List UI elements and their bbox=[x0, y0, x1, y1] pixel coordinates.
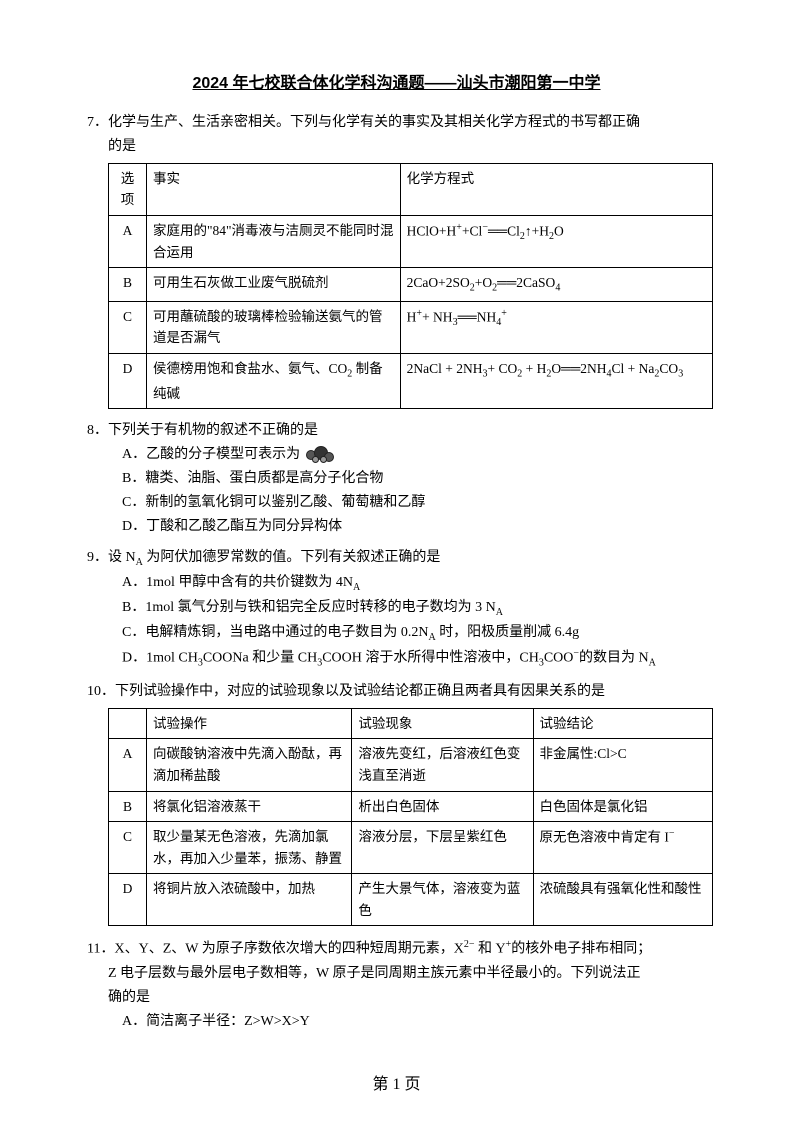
q9-stem: 9．设 NA 为阿伏加德罗常数的值。下列有关叙述正确的是 bbox=[87, 546, 713, 571]
q11-stem1: 11．X、Y、Z、W 为原子序数依次增大的四种短周期元素，X2− 和 Y+的核外… bbox=[87, 936, 713, 961]
table-row: B 可用生石灰做工业废气脱硫剂 2CaO+2SO2+O2══2CaSO4 bbox=[109, 268, 713, 302]
q11-stem3: 确的是 bbox=[80, 986, 713, 1010]
q9-opt-b: B．1mol 氯气分别与铁和铝完全反应时转移的电子数均为 3 NA bbox=[122, 596, 713, 621]
q7-h1: 事实 bbox=[147, 163, 401, 215]
q9-opt-c: C．电解精炼铜，当电路中通过的电子数目为 0.2NA 时，阳极质量削减 6.4g bbox=[122, 621, 713, 646]
q7-h2: 化学方程式 bbox=[400, 163, 712, 215]
table-row: C 取少量某无色溶液，先滴加氯水，再加入少量苯，振荡、静置 溶液分层，下层呈紫红… bbox=[109, 822, 713, 874]
q8-opt-c: C．新制的氢氧化铜可以鉴别乙酸、葡萄糖和乙醇 bbox=[122, 491, 713, 515]
table-row: C 可用蘸硫酸的玻璃棒检验输送氨气的管道是否漏气 H++ NH3══NH4+ bbox=[109, 301, 713, 353]
molecule-icon bbox=[300, 446, 340, 464]
question-8: 8．下列关于有机物的叙述不正确的是 A．乙酸的分子模型可表示为 B．糖类、油脂、… bbox=[80, 419, 713, 538]
q10-h1: 试验操作 bbox=[147, 708, 352, 739]
q9-opt-d: D．1mol CH3COONa 和少量 CH3COOH 溶于水所得中性溶液中，C… bbox=[122, 645, 713, 671]
q11-opt-a: A．简洁离子半径：Z>W>X>Y bbox=[122, 1010, 713, 1034]
page-title: 2024 年七校联合体化学科沟通题——汕头市潮阳第一中学 bbox=[80, 70, 713, 97]
q8-opt-a: A．乙酸的分子模型可表示为 bbox=[122, 443, 713, 467]
q10-h3: 试验结论 bbox=[533, 708, 712, 739]
question-11: 11．X、Y、Z、W 为原子序数依次增大的四种短周期元素，X2− 和 Y+的核外… bbox=[80, 936, 713, 1033]
q11-stem2: Z 电子层数与最外层电子数相等，W 原子是同周期主族元素中半径最小的。下列说法正 bbox=[80, 962, 713, 986]
table-row: A 向碳酸钠溶液中先滴入酚酞，再滴加稀盐酸 溶液先变红，后溶液红色变浅直至消逝 … bbox=[109, 739, 713, 791]
question-7: 7．化学与生产、生活亲密相关。下列与化学有关的事实及其相关化学方程式的书写都正确… bbox=[80, 111, 713, 409]
q10-stem: 10．下列试验操作中，对应的试验现象以及试验结论都正确且两者具有因果关系的是 bbox=[87, 680, 713, 704]
q7-stem2: 的是 bbox=[80, 135, 713, 159]
q8-opt-d: D．丁酸和乙酸乙酯互为同分异构体 bbox=[122, 515, 713, 539]
q7-h0: 选项 bbox=[109, 163, 147, 215]
q10-h2: 试验现象 bbox=[352, 708, 533, 739]
table-row: D 侯德榜用饱和食盐水、氨气、CO2 制备纯碱 2NaCl + 2NH3+ CO… bbox=[109, 354, 713, 409]
question-10: 10．下列试验操作中，对应的试验现象以及试验结论都正确且两者具有因果关系的是 试… bbox=[80, 680, 713, 927]
q7-stem: 7．化学与生产、生活亲密相关。下列与化学有关的事实及其相关化学方程式的书写都正确 bbox=[87, 111, 713, 135]
table-row: D 将铜片放入浓硫酸中，加热 产生大景气体，溶液变为蓝色 浓硫酸具有强氧化性和酸… bbox=[109, 874, 713, 926]
q10-table: 试验操作 试验现象 试验结论 A 向碳酸钠溶液中先滴入酚酞，再滴加稀盐酸 溶液先… bbox=[108, 708, 713, 927]
q7-table: 选项 事实 化学方程式 A 家庭用的"84"消毒液与洁厕灵不能同时混合运用 HC… bbox=[108, 163, 713, 410]
q8-stem: 8．下列关于有机物的叙述不正确的是 bbox=[87, 419, 713, 443]
question-9: 9．设 NA 为阿伏加德罗常数的值。下列有关叙述正确的是 A．1mol 甲醇中含… bbox=[80, 546, 713, 672]
q8-opt-b: B．糖类、油脂、蛋白质都是高分子化合物 bbox=[122, 467, 713, 491]
table-row: A 家庭用的"84"消毒液与洁厕灵不能同时混合运用 HClO+H++Cl−══C… bbox=[109, 215, 713, 267]
page-footer: 第 1 页 bbox=[0, 1071, 793, 1098]
q9-opt-a: A．1mol 甲醇中含有的共价键数为 4NA bbox=[122, 571, 713, 596]
table-row: B 将氯化铝溶液蒸干 析出白色固体 白色固体是氯化铝 bbox=[109, 791, 713, 822]
q10-h0 bbox=[109, 708, 147, 739]
